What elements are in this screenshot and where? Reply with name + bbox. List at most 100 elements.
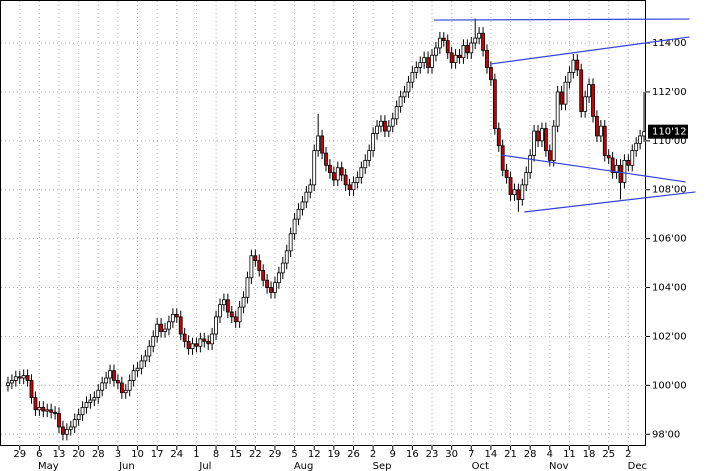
candle-body (37, 406, 42, 411)
candle-body (559, 91, 564, 105)
candle-body (524, 172, 529, 186)
candle-body (288, 233, 293, 252)
trendline (490, 36, 690, 65)
candle-body (496, 128, 501, 147)
plot-area (0, 0, 646, 446)
candle-body (218, 304, 222, 318)
candle-body (485, 49, 489, 68)
candle-body (147, 345, 152, 357)
candle-body (265, 279, 270, 288)
candle-body (551, 125, 556, 161)
candle-body (547, 150, 552, 161)
candle-body (563, 81, 568, 105)
x-tick-label: 1 (193, 449, 199, 460)
x-tick-label: 6 (36, 449, 42, 460)
candle-body (602, 125, 607, 156)
candle-body (308, 184, 313, 193)
candle-body (206, 340, 211, 345)
candle-body (461, 45, 466, 59)
candle-body (543, 128, 548, 152)
candle-body (575, 59, 580, 71)
month-label: Aug (294, 461, 314, 471)
candle-body (88, 399, 93, 403)
candle-body (202, 338, 207, 342)
candle-body (328, 164, 332, 174)
candle-body (276, 272, 281, 284)
x-tick-label: 13 (53, 449, 66, 460)
candle-body (418, 62, 423, 68)
candle-body (540, 128, 544, 142)
candle-body (13, 376, 18, 381)
candle-body (41, 406, 46, 412)
candle-body (422, 57, 427, 63)
candle-body (304, 191, 309, 203)
x-tick-label: 29 (13, 449, 26, 460)
x-tick-label: 14 (485, 449, 498, 460)
y-tick-label: 108'00 (652, 185, 687, 196)
x-tick-label: 4 (547, 449, 553, 460)
x-tick-label: 28 (92, 449, 105, 460)
candle-body (536, 130, 540, 142)
x-tick-label: 9 (390, 449, 396, 460)
candle-body (61, 426, 65, 435)
candle-body (430, 54, 434, 68)
y-tick-label: 100'00 (652, 380, 687, 391)
candle-body (257, 260, 262, 271)
y-tick-label: 98'00 (652, 429, 680, 440)
x-tick-label: 10 (131, 449, 144, 460)
candle-body (194, 343, 199, 347)
x-tick-label: 15 (229, 449, 242, 460)
candle-body (53, 411, 57, 414)
candle-body (296, 208, 301, 220)
candle-body (489, 67, 493, 81)
x-tick-label: 8 (213, 449, 219, 460)
candle-body (273, 282, 277, 293)
candle-body (143, 355, 148, 362)
candle-body (371, 133, 376, 152)
candle-body (269, 287, 273, 293)
x-tick-label: 7 (468, 449, 474, 460)
candle-body (155, 323, 160, 337)
candle-body (386, 125, 391, 132)
candle-body (379, 120, 383, 127)
candle-body (591, 84, 595, 117)
candle-body (324, 152, 328, 166)
candle-body (21, 375, 26, 379)
candle-body (123, 389, 128, 394)
candle-body (222, 299, 226, 306)
candle-body (229, 311, 234, 318)
candle-body (190, 343, 195, 350)
x-tick-label: 24 (170, 449, 183, 460)
candle-body (414, 67, 419, 73)
candle-body (469, 42, 474, 54)
y-tick-label: 114'00 (652, 38, 687, 49)
candle-body (398, 96, 403, 108)
candle-body (151, 336, 156, 347)
candle-body (112, 370, 116, 381)
trendline (501, 154, 686, 183)
candle-body (225, 299, 230, 313)
candle-body (170, 314, 175, 323)
x-tick-label: 18 (583, 449, 596, 460)
candle-body (339, 167, 344, 176)
candle-body (335, 167, 340, 181)
candle-body (316, 135, 321, 152)
candle-body (76, 414, 81, 420)
x-tick-label: 19 (327, 449, 340, 460)
candle-body (359, 167, 364, 178)
month-label: Oct (472, 461, 489, 471)
candle-body (394, 106, 399, 120)
month-label: Nov (549, 461, 569, 471)
candle-body (465, 45, 470, 54)
x-tick-label: 5 (291, 449, 297, 460)
x-tick-label: 22 (249, 449, 262, 460)
candle-body (618, 164, 623, 183)
x-tick-label: 21 (504, 449, 517, 460)
candle-body (186, 340, 191, 350)
candle-body (437, 37, 442, 49)
x-tick-label: 28 (524, 449, 537, 460)
y-tick-label: 112'00 (652, 87, 687, 98)
y-tick-label: 110'00 (652, 136, 687, 147)
candle-body (29, 380, 34, 398)
